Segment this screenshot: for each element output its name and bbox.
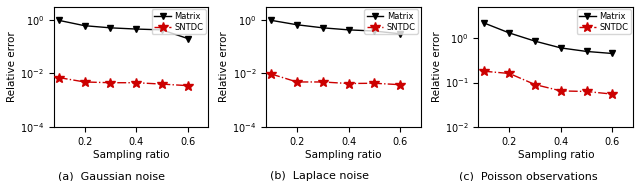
Matrix bbox=[268, 19, 275, 21]
Matrix bbox=[396, 33, 404, 35]
Text: (c)  Poisson observations: (c) Poisson observations bbox=[459, 171, 597, 181]
SNTDC bbox=[531, 83, 539, 86]
Y-axis label: Relative error: Relative error bbox=[432, 32, 442, 102]
Matrix bbox=[55, 19, 63, 21]
SNTDC bbox=[396, 84, 404, 86]
Legend: Matrix, SNTDC: Matrix, SNTDC bbox=[364, 9, 418, 34]
SNTDC bbox=[293, 81, 301, 83]
Matrix bbox=[371, 30, 378, 32]
SNTDC bbox=[371, 82, 378, 84]
Matrix bbox=[506, 32, 513, 34]
Matrix bbox=[106, 27, 114, 29]
SNTDC bbox=[609, 93, 616, 95]
Line: Matrix: Matrix bbox=[481, 20, 616, 57]
SNTDC bbox=[268, 73, 275, 75]
SNTDC bbox=[81, 81, 88, 83]
Legend: Matrix, SNTDC: Matrix, SNTDC bbox=[152, 9, 205, 34]
Line: Matrix: Matrix bbox=[56, 17, 191, 42]
Matrix bbox=[583, 50, 591, 52]
Matrix bbox=[480, 22, 488, 24]
Matrix bbox=[81, 25, 88, 27]
Text: (a)  Gaussian noise: (a) Gaussian noise bbox=[58, 171, 166, 181]
Matrix bbox=[132, 28, 140, 30]
SNTDC bbox=[319, 81, 326, 83]
SNTDC bbox=[158, 83, 166, 85]
Line: SNTDC: SNTDC bbox=[54, 73, 193, 90]
SNTDC bbox=[480, 70, 488, 72]
Matrix bbox=[531, 40, 539, 42]
Y-axis label: Relative error: Relative error bbox=[220, 32, 229, 102]
SNTDC bbox=[583, 90, 591, 93]
Text: (b)  Laplace noise: (b) Laplace noise bbox=[271, 171, 369, 181]
Line: Matrix: Matrix bbox=[268, 17, 403, 37]
Matrix bbox=[557, 47, 564, 49]
SNTDC bbox=[345, 82, 353, 85]
Matrix bbox=[158, 29, 166, 31]
Line: SNTDC: SNTDC bbox=[479, 66, 618, 99]
SNTDC bbox=[184, 85, 191, 87]
Matrix bbox=[319, 27, 326, 29]
Y-axis label: Relative error: Relative error bbox=[7, 32, 17, 102]
Matrix bbox=[184, 37, 191, 40]
SNTDC bbox=[106, 82, 114, 84]
SNTDC bbox=[506, 72, 513, 75]
SNTDC bbox=[557, 90, 564, 92]
Matrix bbox=[609, 52, 616, 55]
X-axis label: Sampling ratio: Sampling ratio bbox=[93, 150, 169, 160]
Matrix bbox=[345, 29, 353, 31]
X-axis label: Sampling ratio: Sampling ratio bbox=[305, 150, 381, 160]
Line: SNTDC: SNTDC bbox=[266, 69, 405, 90]
SNTDC bbox=[55, 77, 63, 79]
Legend: Matrix, SNTDC: Matrix, SNTDC bbox=[577, 9, 630, 34]
SNTDC bbox=[132, 82, 140, 84]
X-axis label: Sampling ratio: Sampling ratio bbox=[518, 150, 594, 160]
Matrix bbox=[293, 24, 301, 26]
